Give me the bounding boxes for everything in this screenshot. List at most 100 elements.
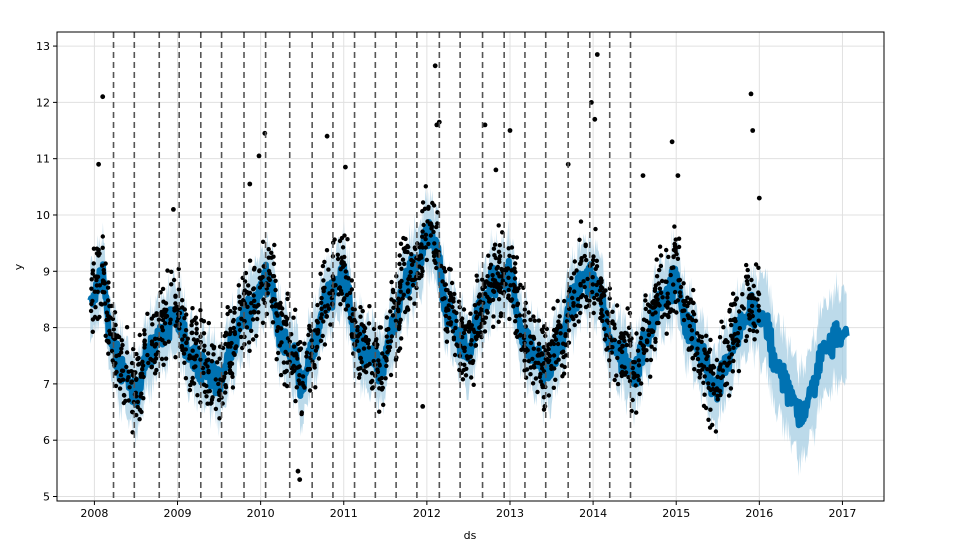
observed-point <box>499 266 504 272</box>
observed-point <box>731 340 736 346</box>
observed-point <box>607 286 612 291</box>
observed-point <box>135 399 140 405</box>
observed-point <box>451 299 456 304</box>
observed-point <box>508 297 513 303</box>
observed-point <box>569 314 575 319</box>
y-axis-ticks: 5 6 7 8 9 10 11 12 13 <box>36 40 57 503</box>
observed-point <box>183 376 189 381</box>
observed-point <box>522 358 527 363</box>
observed-point <box>250 317 256 322</box>
observed-point <box>185 336 190 341</box>
observed-point <box>655 292 660 298</box>
observed-point <box>703 405 709 411</box>
observed-point <box>223 370 228 376</box>
observed-point <box>354 339 360 344</box>
observed-point <box>126 375 131 380</box>
observed-point <box>531 314 536 319</box>
observed-point <box>653 303 658 309</box>
observed-point <box>429 224 435 229</box>
observed-point <box>697 334 702 339</box>
observed-point <box>756 290 761 295</box>
observed-point <box>174 304 179 309</box>
observed-point <box>480 277 485 282</box>
observed-point <box>464 354 470 359</box>
observed-point <box>388 309 393 314</box>
observed-point <box>95 289 100 294</box>
observed-point <box>200 365 206 371</box>
observed-point <box>610 309 615 314</box>
observed-point <box>369 371 375 376</box>
observed-point <box>735 342 740 348</box>
observed-point <box>173 355 178 360</box>
observed-point <box>736 339 741 344</box>
observed-point <box>201 348 207 353</box>
observed-point <box>657 244 663 249</box>
observed-point <box>519 347 524 352</box>
observed-point <box>708 369 713 374</box>
observed-point <box>218 377 223 382</box>
observed-point <box>491 288 496 294</box>
observed-point <box>727 347 732 352</box>
observed-outlier-point <box>256 153 262 159</box>
observed-outlier-point <box>493 167 499 173</box>
observed-point <box>356 348 361 353</box>
observed-point <box>441 266 447 271</box>
observed-point <box>715 374 720 379</box>
observed-point <box>506 246 511 251</box>
observed-point <box>422 206 428 211</box>
observed-point <box>528 334 533 339</box>
observed-point <box>654 274 660 279</box>
observed-point <box>408 269 413 275</box>
observed-point <box>705 367 710 372</box>
observed-point <box>487 282 492 287</box>
observed-point <box>225 311 230 317</box>
observed-point <box>630 365 635 371</box>
observed-point <box>89 277 94 282</box>
observed-point <box>410 282 416 288</box>
observed-point <box>388 372 394 378</box>
observed-point <box>471 382 476 387</box>
observed-point <box>440 279 445 284</box>
observed-point <box>190 375 195 381</box>
observed-outlier-point <box>482 122 488 128</box>
observed-point <box>496 297 502 302</box>
observed-point <box>421 222 426 228</box>
observed-point <box>251 293 256 298</box>
observed-point <box>754 329 760 334</box>
observed-point <box>744 262 749 268</box>
observed-point <box>209 400 214 406</box>
observed-outlier-point <box>432 63 438 69</box>
observed-point <box>473 343 478 348</box>
observed-point <box>223 383 228 388</box>
observed-point <box>536 318 542 323</box>
observed-point <box>166 339 171 344</box>
observed-point <box>528 372 533 377</box>
observed-point <box>681 317 687 323</box>
observed-point <box>721 325 726 330</box>
observed-point <box>312 365 317 370</box>
observed-point <box>289 370 295 376</box>
observed-point <box>599 293 604 298</box>
observed-point <box>620 344 625 349</box>
observed-point <box>553 337 559 342</box>
observed-point <box>409 252 414 257</box>
observed-point <box>285 296 290 302</box>
observed-point <box>343 269 348 274</box>
observed-point <box>275 313 280 318</box>
observed-point <box>164 313 170 319</box>
observed-point <box>751 321 756 326</box>
observed-point <box>275 328 280 333</box>
observed-point <box>120 342 125 348</box>
observed-point <box>201 370 206 376</box>
observed-point <box>609 350 614 355</box>
observed-point <box>539 362 544 368</box>
observed-outlier-point <box>669 139 675 145</box>
observed-point <box>239 316 244 321</box>
observed-point <box>482 329 488 334</box>
observed-point <box>153 336 158 341</box>
observed-point <box>711 382 716 387</box>
observed-point <box>512 266 517 271</box>
observed-point <box>248 310 253 315</box>
observed-point <box>589 289 595 295</box>
observed-point <box>146 360 151 366</box>
